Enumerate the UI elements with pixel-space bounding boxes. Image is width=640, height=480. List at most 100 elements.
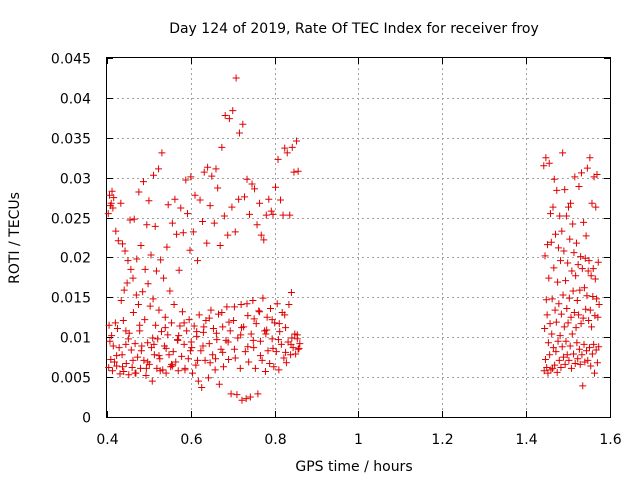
data-point — [197, 347, 205, 355]
data-point — [189, 369, 197, 377]
data-point — [570, 249, 578, 257]
data-point — [186, 246, 194, 254]
data-point — [199, 218, 207, 226]
data-point — [579, 314, 587, 322]
data-point — [591, 275, 599, 283]
data-point — [560, 323, 568, 331]
data-point — [109, 342, 117, 350]
data-point — [556, 212, 564, 220]
data-point — [287, 289, 295, 297]
data-point — [296, 340, 304, 348]
data-point — [280, 354, 288, 362]
data-point — [163, 243, 171, 251]
data-point — [559, 149, 567, 157]
data-point — [290, 168, 298, 176]
data-point — [206, 359, 214, 367]
data-point — [182, 176, 190, 184]
data-point — [263, 326, 271, 334]
data-point — [230, 316, 238, 324]
data-point — [172, 358, 180, 366]
data-point — [546, 320, 554, 328]
data-point — [164, 201, 172, 209]
data-point — [140, 356, 148, 364]
data-point — [595, 301, 603, 309]
data-point — [116, 370, 124, 378]
data-point — [123, 279, 131, 287]
data-point — [150, 351, 158, 359]
data-point — [143, 221, 151, 229]
data-point — [216, 241, 224, 249]
data-point — [569, 287, 577, 295]
data-point — [590, 340, 598, 348]
data-point — [553, 368, 561, 376]
data-point — [224, 231, 232, 239]
data-point — [567, 313, 575, 321]
data-point — [570, 350, 578, 358]
data-point — [275, 366, 283, 374]
data-point — [285, 301, 293, 309]
data-point — [256, 308, 264, 316]
y-tick-labels: 0 0.005 0.01 0.015 0.02 0.025 0.03 0.035 0.04 0.0… — [51, 52, 91, 427]
data-point — [230, 303, 238, 311]
data-point — [112, 227, 120, 235]
data-point — [252, 320, 260, 328]
data-point — [581, 358, 589, 366]
data-point — [209, 324, 217, 332]
y-tick-label: 0.03 — [60, 172, 91, 188]
data-point — [180, 319, 188, 327]
data-point — [152, 267, 160, 275]
data-point — [231, 228, 239, 236]
data-point — [218, 308, 226, 316]
data-point — [130, 215, 138, 223]
data-point — [135, 188, 143, 196]
y-tick-label: 0.04 — [60, 92, 91, 108]
data-point — [542, 154, 550, 162]
data-point — [237, 331, 245, 339]
data-point — [118, 351, 126, 359]
x-tick-label: 0.6 — [180, 432, 202, 448]
data-point — [179, 229, 187, 237]
data-point — [593, 170, 601, 178]
data-point — [215, 380, 223, 388]
data-point — [250, 315, 258, 323]
data-point — [544, 369, 552, 377]
data-point — [173, 230, 181, 238]
data-point — [240, 193, 248, 201]
data-point — [595, 343, 603, 351]
data-point — [274, 155, 282, 163]
data-point — [259, 294, 267, 302]
data-point — [268, 316, 276, 324]
data-point — [137, 347, 145, 355]
data-point — [225, 115, 233, 123]
data-point — [212, 329, 220, 337]
data-point — [293, 331, 301, 339]
data-point — [139, 178, 147, 186]
data-point — [573, 297, 581, 305]
data-point — [127, 265, 135, 273]
data-point — [552, 230, 560, 238]
data-point — [113, 352, 121, 360]
data-point — [594, 258, 602, 266]
y-tick-label: 0.045 — [51, 52, 91, 68]
data-point — [193, 328, 201, 336]
data-point — [128, 364, 136, 372]
data-point — [129, 308, 137, 316]
data-point — [557, 310, 565, 318]
data-point — [575, 311, 583, 319]
data-point — [225, 318, 233, 326]
data-point — [183, 210, 191, 218]
data-point — [250, 344, 258, 352]
data-point — [551, 361, 559, 369]
data-point — [562, 212, 570, 220]
data-point — [565, 203, 573, 211]
data-point — [562, 337, 570, 345]
data-point — [235, 129, 243, 137]
data-point — [168, 362, 176, 370]
data-point — [142, 364, 150, 372]
data-point — [585, 257, 593, 265]
data-point — [578, 351, 586, 359]
data-point — [575, 345, 583, 353]
data-point — [588, 350, 596, 358]
data-point — [585, 344, 593, 352]
data-point — [548, 330, 556, 338]
